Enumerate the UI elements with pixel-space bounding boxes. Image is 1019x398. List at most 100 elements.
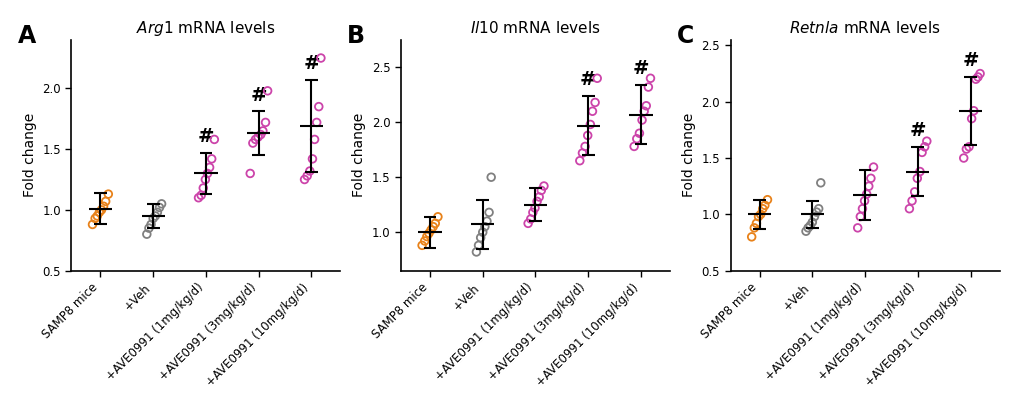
Point	[98, 198, 114, 205]
Point	[963, 115, 979, 122]
Point	[748, 220, 764, 226]
Point	[313, 55, 329, 61]
Point	[87, 215, 103, 222]
Point	[918, 138, 934, 144]
Point	[474, 229, 490, 235]
Text: B: B	[346, 23, 365, 48]
Point	[574, 150, 590, 156]
Title: $\it{Retnla}$ mRNA levels: $\it{Retnla}$ mRNA levels	[789, 20, 940, 36]
Point	[626, 143, 642, 150]
Point	[476, 224, 492, 230]
Point	[524, 209, 540, 216]
Point	[147, 213, 163, 219]
Point	[529, 198, 545, 205]
Point	[971, 70, 987, 77]
Point	[299, 173, 315, 179]
Point	[584, 108, 600, 115]
Point	[304, 156, 320, 162]
Point	[860, 183, 876, 189]
Point	[427, 220, 443, 226]
Point	[808, 209, 824, 215]
Point	[480, 209, 496, 216]
Point	[758, 197, 774, 203]
Point	[746, 224, 762, 231]
Point	[201, 164, 217, 171]
Point	[589, 75, 605, 82]
Point	[851, 213, 867, 220]
Text: #: #	[961, 51, 978, 70]
Point	[805, 213, 821, 220]
Point	[969, 74, 985, 80]
Point	[535, 183, 551, 189]
Point	[586, 99, 602, 105]
Point	[139, 231, 155, 237]
Text: #: #	[580, 70, 596, 89]
Text: C: C	[677, 23, 693, 48]
Point	[149, 209, 165, 215]
Point	[85, 221, 101, 228]
Point	[191, 195, 207, 201]
Point	[302, 168, 318, 174]
Point	[906, 189, 922, 195]
Text: #: #	[250, 86, 267, 105]
Point	[799, 224, 815, 231]
Point	[571, 158, 587, 164]
Point	[520, 220, 536, 226]
Point	[151, 204, 167, 211]
Point	[638, 103, 654, 109]
Point	[91, 209, 107, 215]
Point	[242, 170, 258, 177]
Point	[199, 170, 215, 177]
Y-axis label: Fold change: Fold change	[682, 113, 695, 197]
Point	[862, 175, 878, 181]
Point	[141, 225, 157, 231]
Point	[955, 155, 971, 161]
Point	[901, 205, 917, 212]
Point	[812, 179, 828, 186]
Point	[754, 205, 770, 212]
Point	[642, 75, 658, 82]
Point	[526, 205, 542, 211]
Point	[96, 203, 112, 209]
Point	[197, 176, 213, 183]
Point	[425, 224, 441, 230]
Text: A: A	[17, 23, 36, 48]
Point	[468, 249, 484, 255]
Point	[801, 222, 817, 229]
Point	[633, 117, 649, 123]
Point	[297, 176, 313, 183]
Point	[89, 213, 105, 219]
Point	[100, 191, 116, 197]
Point	[421, 230, 437, 236]
Text: #: #	[909, 121, 925, 140]
Point	[628, 136, 644, 142]
Point	[531, 194, 547, 200]
Point	[247, 136, 263, 142]
Text: #: #	[303, 54, 319, 73]
Point	[810, 205, 826, 212]
Point	[418, 233, 434, 240]
Point	[414, 242, 430, 248]
Point	[965, 107, 981, 114]
Point	[636, 108, 652, 115]
Point	[579, 132, 595, 139]
Point	[429, 214, 445, 220]
Title: $\it{Arg1}$ mRNA levels: $\it{Arg1}$ mRNA levels	[137, 19, 275, 38]
Point	[143, 221, 159, 228]
Point	[245, 140, 261, 146]
Point	[259, 88, 275, 94]
Point	[913, 149, 929, 156]
Point	[911, 168, 927, 175]
Point	[849, 224, 865, 231]
Point	[908, 175, 924, 181]
Text: #: #	[198, 127, 214, 146]
Point	[864, 164, 880, 170]
Point	[478, 218, 494, 224]
Point	[257, 119, 273, 126]
Point	[797, 228, 813, 234]
Point	[311, 103, 327, 110]
Y-axis label: Fold change: Fold change	[352, 113, 366, 197]
Point	[308, 119, 324, 126]
Title: $\it{Il10}$ mRNA levels: $\it{Il10}$ mRNA levels	[470, 20, 600, 36]
Point	[206, 136, 222, 142]
